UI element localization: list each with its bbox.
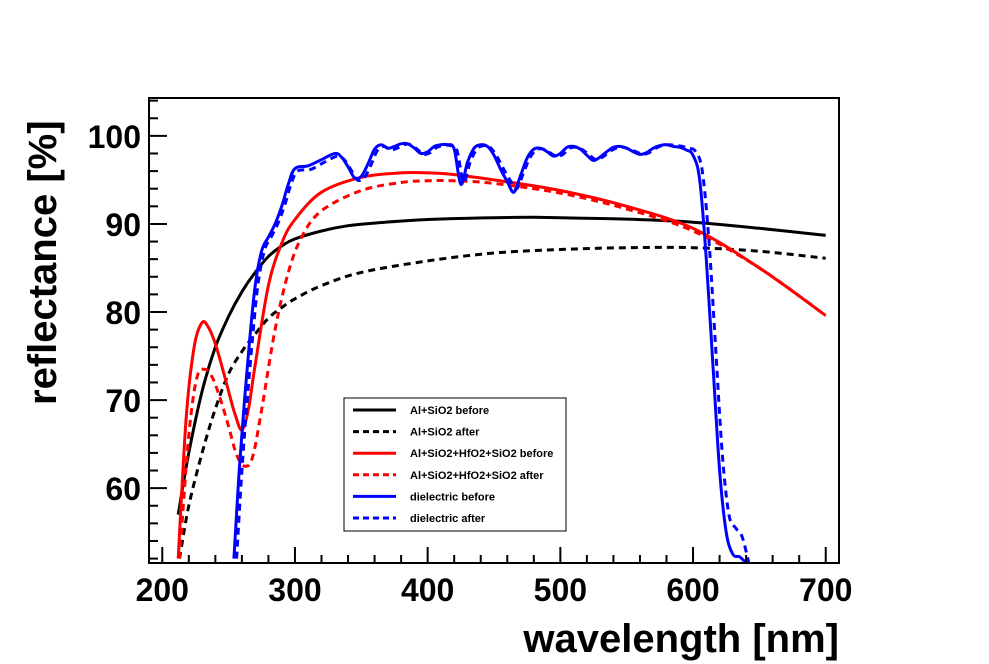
series-line-5: [232, 141, 748, 563]
series-line-1: [176, 215, 826, 515]
y-tick-label: 60: [105, 471, 141, 507]
y-tick-label: 100: [88, 119, 141, 155]
y-tick-label: 90: [105, 207, 141, 243]
x-tick-label: 400: [401, 572, 454, 608]
series-layer: [176, 141, 827, 563]
x-tick-label: 700: [799, 572, 852, 608]
x-tick-label: 500: [534, 572, 587, 608]
legend-label-2: Al+SiO2 after: [410, 427, 480, 439]
legend-label-4: Al+SiO2+HfO2+SiO2 after: [410, 470, 544, 482]
x-tick-label: 200: [136, 572, 189, 608]
axis-layer: 200 300 400 500 600 700 60 70 80 90 100: [88, 99, 852, 608]
series-line-3: [176, 170, 827, 559]
series-line-6: [235, 142, 751, 563]
x-tick-label: 600: [666, 572, 719, 608]
legend-label-3: Al+SiO2+HfO2+SiO2 before: [410, 448, 553, 460]
legend-box: [343, 397, 567, 532]
legend-label-1: Al+SiO2 before: [410, 405, 489, 417]
x-tick-label: 300: [268, 572, 321, 608]
series-line-4: [178, 179, 827, 559]
legend-label-6: dielectric after: [410, 513, 486, 525]
legend: Al+SiO2 before Al+SiO2 after Al+SiO2+HfO2+…: [343, 397, 567, 532]
y-tick-label: 70: [105, 383, 141, 419]
y-tick-label: 80: [105, 295, 141, 331]
x-axis-title: wavelength [nm]: [522, 617, 839, 661]
legend-label-5: dielectric before: [410, 491, 495, 503]
series-line-2: [178, 245, 826, 559]
y-axis-title: reflectance [%]: [21, 120, 65, 405]
